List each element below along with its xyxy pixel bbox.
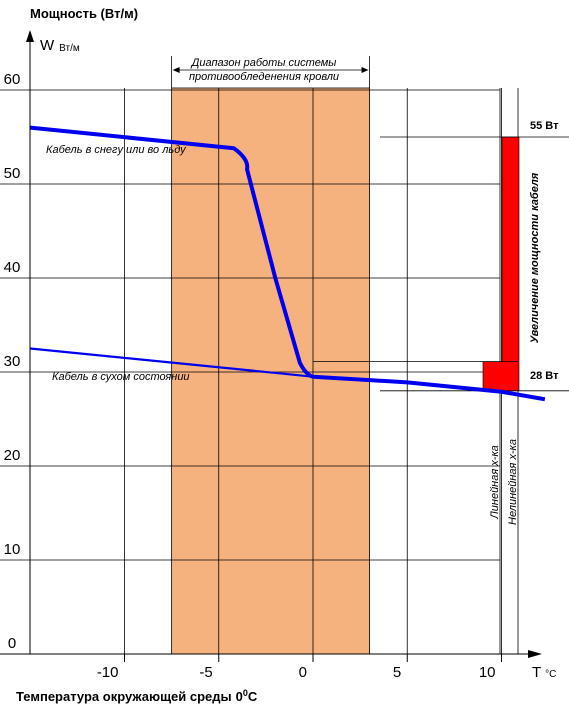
series-label-snow: Кабель в снегу или во льду <box>46 144 187 156</box>
x-axis-label-unit-base: 0 <box>236 689 243 704</box>
series-line-dry <box>30 347 314 378</box>
y-tick-label-30: 30 <box>4 353 21 370</box>
bar-bottom-label: 28 Вт <box>530 370 559 382</box>
y-tick-label-20: 20 <box>4 447 21 464</box>
range-label-line2: противообледенения кровли <box>189 71 339 83</box>
x-axis-label-unit-tail: С <box>248 689 258 704</box>
x-tick-label--5: -5 <box>199 664 212 681</box>
operating-range-band <box>171 87 370 655</box>
y-tick-label-0: 0 <box>8 635 16 652</box>
linear-characteristic-label: Линейная х-ка <box>489 445 501 520</box>
increase-bar-label: Увеличение мощности кабеля <box>529 172 541 343</box>
x-tick-label-0: 0 <box>299 664 307 681</box>
y-axis-symbol-main: W <box>40 37 55 54</box>
x-axis-arrow <box>528 650 542 658</box>
series-group <box>30 125 546 402</box>
y-tick-label-40: 40 <box>4 259 21 276</box>
x-tick-label-10: 10 <box>479 664 496 681</box>
x-axis-symbol-unit: °С <box>545 669 556 680</box>
x-tick-label--10: -10 <box>97 664 119 681</box>
range-arrow-right <box>361 67 369 73</box>
range-label-line1: Диапазон работы системы <box>190 57 337 69</box>
bar-top-label: 55 Вт <box>530 120 559 132</box>
x-axis-label: Температура окружающей среды 00С <box>16 688 258 704</box>
chart-title: Мощность (Вт/м) <box>30 6 138 21</box>
y-axis-arrow <box>26 30 34 42</box>
x-axis-label-unit-sup: 0 <box>243 688 248 698</box>
axes: -10 -5 0 5 10 0 10 20 30 40 50 60 <box>0 30 542 681</box>
y-axis-symbol: W Вт/м <box>40 37 80 54</box>
x-axis-symbol: T °С <box>532 664 556 681</box>
increase-bar <box>482 136 520 392</box>
y-axis-symbol-unit: Вт/м <box>59 43 80 54</box>
series-label-dry: Кабель в сухом состоянии <box>52 371 190 383</box>
x-axis-label-text: Температура окружающей среды <box>16 689 232 704</box>
y-tick-label-60: 60 <box>4 71 21 88</box>
x-axis-symbol-main: T <box>532 664 541 681</box>
x-tick-label-5: 5 <box>393 664 401 681</box>
y-tick-label-50: 50 <box>4 165 21 182</box>
y-tick-label-10: 10 <box>4 541 21 558</box>
range-arrow-left <box>172 67 180 73</box>
nonlinear-characteristic-label: Нелинейная х-ка <box>507 439 519 525</box>
